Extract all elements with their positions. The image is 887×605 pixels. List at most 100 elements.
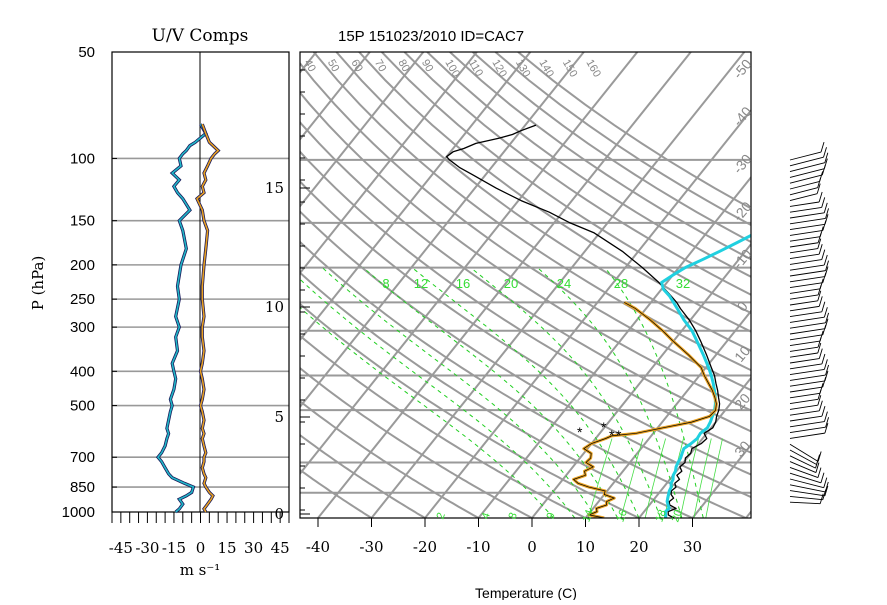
pressure-tick-label: 700 [70, 449, 95, 466]
wind-barb-staff [790, 405, 818, 409]
mixing-ratio-label: 24 [557, 276, 571, 291]
pressure-tick-label: 1000 [62, 504, 95, 521]
uv-x-tick-label: 30 [244, 539, 263, 557]
wind-barb-staff [790, 341, 820, 346]
wind-barb-staff [790, 381, 825, 386]
wind-barb-flag [823, 377, 826, 387]
theta-label: 140 [536, 58, 556, 80]
wind-barb-staff [790, 207, 822, 212]
wind-barb-staff [790, 271, 826, 276]
wind-barb-flag [819, 401, 822, 411]
wind-barb-staff [790, 427, 826, 432]
theta-label: 160 [583, 58, 603, 80]
mixing-ratio-label: 32 [676, 276, 690, 291]
moist-adiabat-label: 4 [479, 511, 492, 521]
isotherm-line [693, 52, 887, 518]
wind-barb-staff [790, 467, 818, 477]
mixing-ratio-line [621, 439, 643, 519]
wind-barb-flag [819, 296, 822, 306]
wind-barb-staff [790, 491, 825, 496]
wind-barb-flag [824, 478, 827, 488]
wind-barb-staff [790, 369, 824, 374]
wind-barb-staff [790, 416, 822, 421]
lcl-marker-3: * [609, 427, 615, 443]
wind-barb-staff [790, 329, 825, 334]
temperature-tick-label: 10 [576, 538, 595, 556]
wind-barb-staff [790, 393, 820, 398]
height-tick-label: 5 [274, 408, 284, 426]
moist-adiabat-label: 8 [506, 511, 519, 521]
wind-barb-staff [790, 181, 820, 189]
wind-barb-staff [790, 295, 818, 299]
wind-barb-staff [790, 353, 818, 357]
uv-series-line [158, 124, 206, 512]
moist-adiabat-label: 14 [580, 508, 595, 524]
wind-barb-flag [823, 220, 826, 230]
uv-series-outline [158, 124, 206, 512]
wind-barb-flag [824, 203, 827, 213]
uv-x-tick-label: -45 [109, 539, 133, 557]
wind-barb-staff [790, 230, 823, 235]
wind-barb-staff [790, 194, 817, 201]
pressure-tick-label: 200 [70, 257, 95, 274]
skewt-profiles [447, 125, 887, 518]
temperature-tick-label: -30 [359, 538, 383, 556]
wind-barb-flag [822, 165, 825, 175]
uv-x-tick-label: 45 [271, 539, 290, 557]
mixing-ratio-label: 12 [414, 276, 428, 291]
moist-adiabat-label: 20 [669, 508, 684, 524]
dry-adiabat-line [0, 52, 371, 518]
mixing-ratio-label: 20 [504, 276, 518, 291]
wind-barb-staff [790, 306, 819, 310]
height-tick-label: 10 [265, 298, 284, 316]
mixing-ratio-label: 16 [456, 276, 470, 291]
moist-adiabat-label: 2 [434, 511, 447, 521]
uv-x-tick-label: -30 [135, 539, 159, 557]
isotherm-line [479, 52, 852, 518]
wind-barb-flag [824, 359, 827, 369]
isotherm-line [51, 52, 424, 518]
skewt-x-axis-label: Temperature (C) [475, 585, 577, 600]
wind-barb-flag [824, 255, 827, 265]
theta-label: 70 [372, 58, 389, 75]
pressure-tick-label: 100 [70, 150, 95, 167]
mixing-ratio-line [645, 439, 666, 519]
theta-label: 40 [301, 58, 318, 75]
wind-barb-staff [790, 237, 820, 242]
wind-barb-flag [822, 302, 825, 312]
lcl-marker-1: * [577, 424, 583, 440]
wind-barb-staff [790, 323, 826, 328]
dry-adiabat-line [223, 52, 887, 518]
wind-barb-staff [790, 265, 824, 270]
temperature-tick-label: -20 [413, 538, 437, 556]
wind-barb-staff [790, 254, 819, 258]
isotherm-line [746, 52, 887, 518]
pressure-axis-label: P (hPa) [29, 256, 47, 311]
isotherm-line [158, 52, 531, 518]
wind-barb-staff [790, 422, 824, 427]
wind-barb-flag [822, 354, 825, 364]
wind-barb-staff [790, 364, 822, 369]
wind-barb-staff [790, 479, 824, 488]
temperature-tick-label: 20 [629, 538, 648, 556]
wind-barb-staff [790, 277, 825, 282]
wind-barb-staff [790, 188, 818, 195]
wind-barb-staff [790, 317, 824, 322]
wind-barb-staff [790, 260, 822, 265]
moist-adiabat-label: 16 [614, 508, 629, 524]
uv-title: U/V Comps [152, 26, 249, 46]
wind-barb-staff [790, 249, 818, 253]
wind-barb-staff [790, 213, 824, 218]
isotherm-line [0, 52, 316, 518]
isotherm-line [800, 52, 887, 518]
wind-barb-staff [790, 462, 816, 473]
lcl-marker-2: * [601, 419, 607, 435]
wind-barb-staff [790, 289, 820, 294]
wind-barb-staff [790, 387, 823, 392]
isotherm-line [265, 52, 638, 518]
pressure-tick-label: 850 [70, 479, 95, 496]
wind-barb-staff [790, 202, 819, 206]
lcl-marker-4: * [616, 427, 622, 443]
